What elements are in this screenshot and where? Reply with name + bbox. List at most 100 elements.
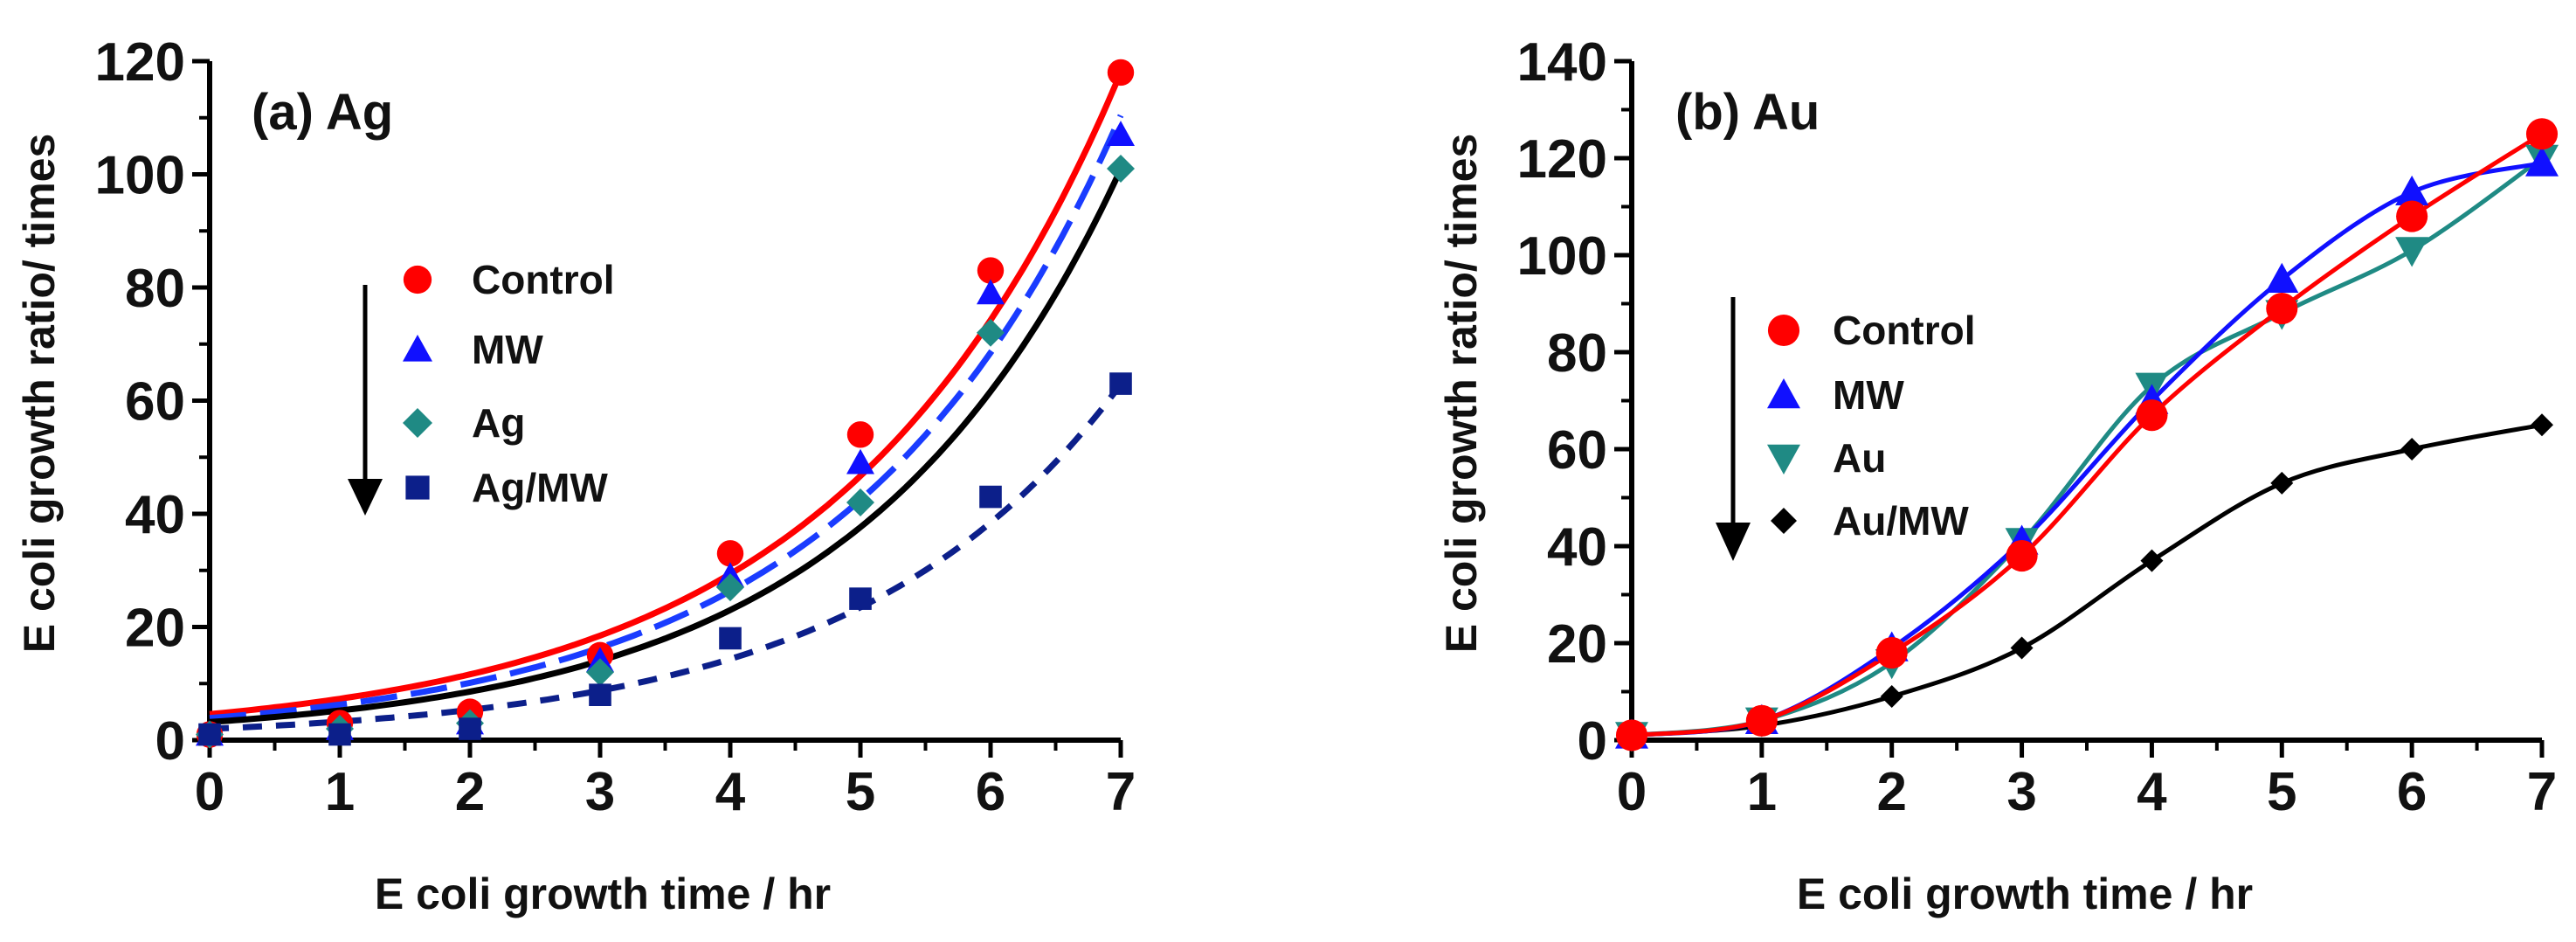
legend-marker-au-mw: [1771, 508, 1797, 534]
y-tick-label: 60: [125, 372, 185, 433]
y-tick-label: 100: [1517, 226, 1607, 287]
data-point-au-mw: [2010, 636, 2034, 660]
data-point-au-mw: [2531, 413, 2553, 437]
x-tick-label: 1: [1747, 762, 1777, 822]
y-tick-label: 120: [95, 32, 185, 93]
y-tick-label: 40: [125, 485, 185, 545]
x-tick-label: 7: [2527, 762, 2557, 822]
legend-label-ag: Ag: [472, 400, 525, 446]
x-tick-label: 5: [846, 762, 875, 822]
y-axis-title-au: E coli growth ratio/ times: [1437, 134, 1486, 654]
data-point-au-mw: [2400, 438, 2424, 461]
data-point-control: [1875, 637, 1908, 669]
data-point-mw: [2265, 262, 2299, 293]
chart-title-ag: (a) Ag: [252, 84, 393, 141]
x-tick-label: 5: [2267, 762, 2296, 822]
data-point-control: [1745, 704, 1778, 737]
legend-arrow-icon: [348, 479, 383, 516]
data-point-ag: [1107, 155, 1135, 184]
data-point-au-mw: [2270, 471, 2294, 495]
x-tick-label: 2: [1876, 762, 1906, 822]
data-point-ag-mw: [589, 683, 611, 706]
data-point-control: [2136, 399, 2168, 432]
data-point-ag-mw: [1109, 372, 1132, 395]
data-point-mw: [977, 279, 1005, 305]
x-tick-label: 3: [585, 762, 615, 822]
legend-label-control: Control: [472, 257, 615, 302]
chart-panel-au: (b) Au E coli growth time / hr E coli gr…: [1437, 32, 2559, 918]
x-tick-label: 7: [1106, 762, 1136, 822]
y-tick-label: 120: [1517, 129, 1607, 190]
legend-arrow-icon: [1716, 523, 1751, 561]
y-tick-label: 0: [1578, 711, 1607, 772]
data-point-ag: [977, 318, 1005, 347]
y-tick-label: 80: [125, 259, 185, 319]
x-tick-label: 3: [2006, 762, 2036, 822]
data-point-ag-mw: [719, 627, 742, 650]
fit-curve-control: [209, 71, 1124, 717]
data-point-mw: [2525, 146, 2559, 177]
data-point-control: [846, 421, 874, 448]
data-point-ag-mw: [198, 723, 221, 746]
data-point-control: [977, 257, 1005, 284]
fit-curve-mw: [209, 114, 1124, 722]
y-axis-title-ag: E coli growth ratio/ times: [15, 134, 64, 654]
x-tick-label: 0: [195, 762, 224, 822]
legend-ag: Control MW Ag Ag/MW: [348, 257, 615, 516]
y-tick-label: 40: [1547, 517, 1607, 578]
fit-curve-ag-mw: [209, 382, 1123, 732]
legend-marker-control: [1767, 314, 1800, 347]
data-point-au-mw: [2140, 549, 2164, 572]
x-tick-label: 4: [715, 762, 746, 822]
chart-panel-ag: (a) Ag E coli growth time / hr E coli gr…: [15, 32, 1136, 918]
x-tick-label: 0: [1617, 762, 1647, 822]
y-tick-label: 0: [155, 711, 185, 772]
data-point-control: [2396, 200, 2428, 232]
x-axis-title-ag: E coli growth time / hr: [375, 869, 831, 918]
legend-marker-mw: [1767, 378, 1800, 409]
fit-curve-ag: [209, 168, 1124, 725]
data-point-ag: [586, 658, 614, 687]
data-point-control: [716, 540, 744, 567]
data-point-ag: [846, 488, 874, 517]
legend-marker-mw: [403, 335, 432, 362]
y-tick-label: 80: [1547, 323, 1607, 384]
data-point-control: [2006, 540, 2038, 572]
data-point-ag-mw: [459, 717, 481, 740]
x-tick-label: 1: [325, 762, 355, 822]
data-point-mw: [846, 448, 874, 474]
y-tick-label: 20: [125, 599, 185, 659]
legend-label-au-mw: Au/MW: [1833, 498, 1969, 544]
data-point-control: [1107, 59, 1135, 87]
legend-marker-ag: [403, 408, 432, 438]
data-point-ag-mw: [979, 485, 1002, 509]
x-tick-label: 6: [976, 762, 1005, 822]
x-tick-label: 2: [455, 762, 485, 822]
legend-marker-au: [1767, 444, 1800, 474]
data-point-au: [2395, 237, 2429, 267]
chart-title-au: (b) Au: [1675, 84, 1820, 141]
data-point-control: [2525, 118, 2559, 150]
data-point-ag-mw: [328, 723, 351, 746]
legend-marker-ag-mw: [405, 475, 430, 500]
data-point-mw: [2395, 175, 2429, 206]
series-line-au-mw: [1631, 422, 2543, 738]
y-tick-label: 60: [1547, 420, 1607, 481]
legend-label-au: Au: [1833, 435, 1886, 481]
legend-label-control: Control: [1833, 308, 1976, 353]
y-tick-label: 140: [1517, 32, 1607, 93]
y-tick-label: 100: [95, 146, 185, 206]
legend-marker-control: [403, 265, 432, 294]
data-point-control: [2266, 293, 2298, 325]
x-axis-title-au: E coli growth time / hr: [1797, 869, 2253, 918]
series-line-control: [1631, 132, 2544, 738]
data-point-ag-mw: [849, 587, 872, 610]
data-point-mw: [1107, 121, 1135, 146]
x-tick-label: 4: [2137, 762, 2167, 822]
data-point-au-mw: [1880, 685, 1903, 709]
y-tick-label: 20: [1547, 614, 1607, 675]
x-tick-label: 6: [2397, 762, 2427, 822]
legend-label-ag-mw: Ag/MW: [472, 465, 608, 510]
data-point-control: [1615, 719, 1648, 752]
